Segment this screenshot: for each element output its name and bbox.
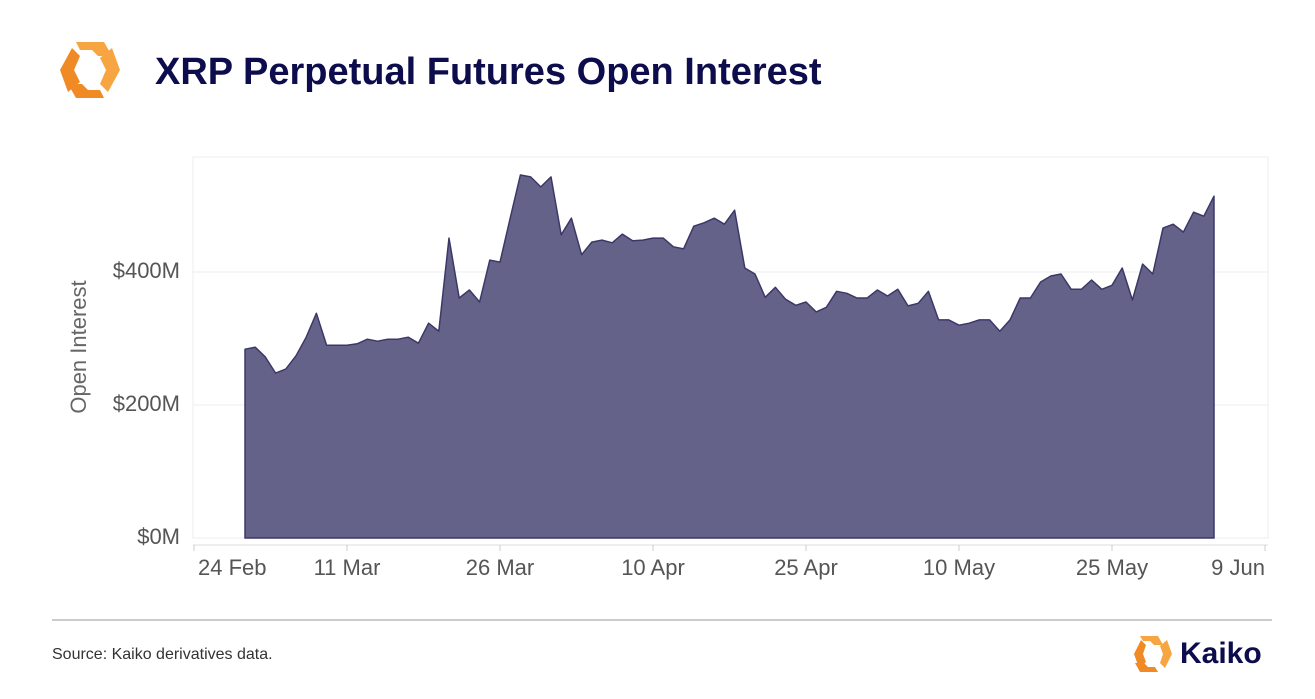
x-tick-label: 25 May <box>1076 555 1148 580</box>
y-tick-label: $400M <box>113 258 180 283</box>
y-tick-label: $0M <box>137 524 180 549</box>
x-tick-label: 26 Mar <box>466 555 534 580</box>
area <box>244 174 1215 539</box>
x-tick-label: 10 May <box>923 555 995 580</box>
logo <box>60 42 120 98</box>
y-tick-label: $200M <box>113 391 180 416</box>
x-tick-label: 25 Apr <box>774 555 838 580</box>
x-tick-label: 11 Mar <box>314 555 381 580</box>
y-axis-title: Open Interest <box>66 280 91 413</box>
x-tick-label: 24 Feb <box>198 555 267 580</box>
brand-name: Kaiko <box>1180 637 1262 670</box>
x-tick-label: 10 Apr <box>621 555 685 580</box>
chart-title: XRP Perpetual Futures Open Interest <box>155 51 822 93</box>
source-note: Source: Kaiko derivatives data. <box>52 646 273 663</box>
brand-logo <box>1134 636 1172 672</box>
x-tick-label: 9 Jun <box>1211 555 1265 580</box>
